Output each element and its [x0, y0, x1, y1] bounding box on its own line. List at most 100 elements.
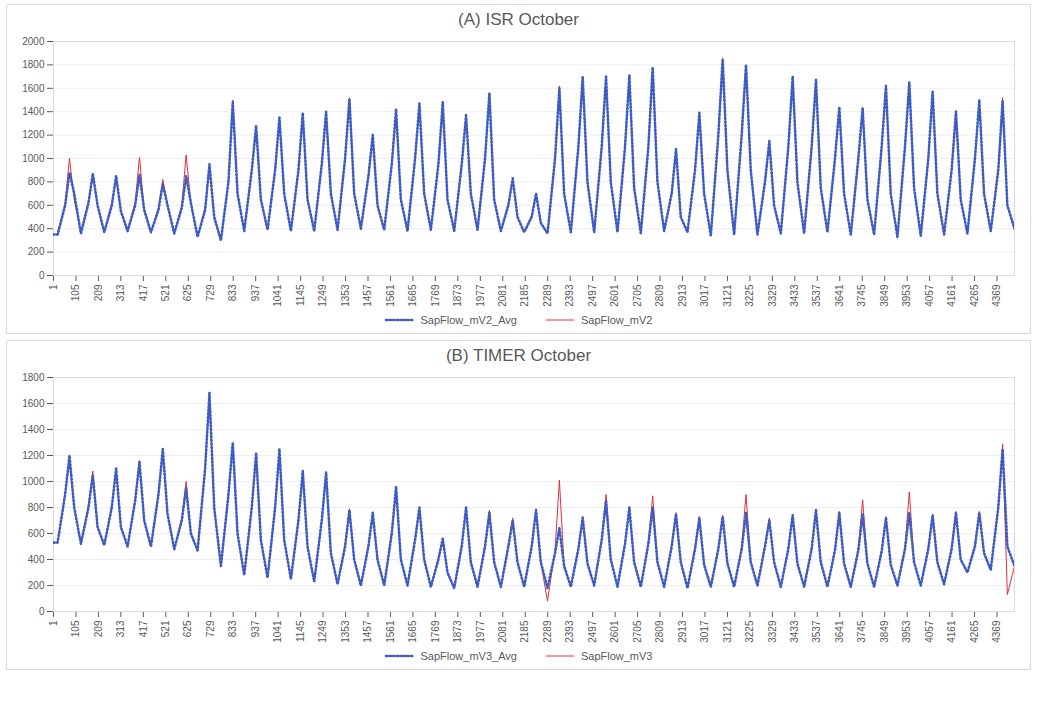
svg-text:0: 0: [39, 606, 45, 617]
svg-text:2000: 2000: [22, 36, 45, 47]
svg-text:2081: 2081: [497, 284, 508, 307]
svg-text:3329: 3329: [767, 284, 778, 307]
svg-text:2289: 2289: [542, 620, 553, 643]
svg-text:4161: 4161: [946, 284, 957, 307]
svg-text:1800: 1800: [22, 372, 45, 383]
svg-text:4369: 4369: [991, 284, 1002, 307]
svg-text:2081: 2081: [497, 620, 508, 643]
svg-text:2601: 2601: [609, 620, 620, 643]
svg-text:1977: 1977: [475, 284, 486, 307]
svg-text:2705: 2705: [632, 284, 643, 307]
svg-text:3745: 3745: [856, 620, 867, 643]
svg-text:1561: 1561: [385, 620, 396, 643]
svg-text:3433: 3433: [789, 284, 800, 307]
svg-text:937: 937: [250, 620, 261, 637]
svg-text:417: 417: [138, 620, 149, 637]
svg-text:3225: 3225: [744, 620, 755, 643]
svg-text:1400: 1400: [22, 106, 45, 117]
svg-text:1000: 1000: [22, 153, 45, 164]
svg-text:2913: 2913: [677, 284, 688, 307]
svg-text:1665: 1665: [407, 284, 418, 307]
svg-text:3017: 3017: [699, 620, 710, 643]
svg-text:1977: 1977: [475, 620, 486, 643]
svg-text:1000: 1000: [22, 476, 45, 487]
svg-text:200: 200: [28, 580, 45, 591]
svg-text:3953: 3953: [901, 620, 912, 643]
svg-text:2809: 2809: [654, 620, 665, 643]
svg-text:521: 521: [160, 284, 171, 301]
svg-text:2393: 2393: [564, 284, 575, 307]
svg-text:2601: 2601: [609, 284, 620, 307]
svg-text:1457: 1457: [362, 284, 373, 307]
svg-text:2289: 2289: [542, 284, 553, 307]
svg-text:3329: 3329: [767, 620, 778, 643]
svg-text:1561: 1561: [385, 284, 396, 307]
svg-text:105: 105: [70, 620, 81, 637]
svg-text:2185: 2185: [519, 284, 530, 307]
svg-text:2497: 2497: [587, 284, 598, 307]
svg-text:833: 833: [227, 284, 238, 301]
svg-text:400: 400: [28, 554, 45, 565]
svg-text:800: 800: [28, 502, 45, 513]
svg-text:417: 417: [138, 284, 149, 301]
svg-text:833: 833: [227, 620, 238, 637]
svg-text:2185: 2185: [519, 620, 530, 643]
svg-text:200: 200: [28, 246, 45, 257]
svg-text:625: 625: [182, 620, 193, 637]
svg-text:0: 0: [39, 270, 45, 281]
svg-text:3641: 3641: [834, 620, 845, 643]
svg-text:729: 729: [205, 620, 216, 637]
svg-text:1873: 1873: [452, 620, 463, 643]
svg-text:1665: 1665: [407, 620, 418, 643]
svg-text:4057: 4057: [924, 284, 935, 307]
svg-text:1769: 1769: [430, 620, 441, 643]
svg-text:1600: 1600: [22, 83, 45, 94]
svg-text:3017: 3017: [699, 284, 710, 307]
svg-text:313: 313: [115, 284, 126, 301]
svg-text:1353: 1353: [340, 620, 351, 643]
svg-text:521: 521: [160, 620, 171, 637]
svg-text:4265: 4265: [969, 620, 980, 643]
svg-text:1200: 1200: [22, 450, 45, 461]
svg-text:1457: 1457: [362, 620, 373, 643]
svg-text:1769: 1769: [430, 284, 441, 307]
svg-text:4057: 4057: [924, 620, 935, 643]
svg-text:2913: 2913: [677, 620, 688, 643]
svg-text:937: 937: [250, 284, 261, 301]
svg-text:3433: 3433: [789, 620, 800, 643]
svg-text:4369: 4369: [991, 620, 1002, 643]
svg-text:3121: 3121: [722, 620, 733, 643]
svg-text:313: 313: [115, 620, 126, 637]
svg-text:4161: 4161: [946, 620, 957, 643]
svg-text:1200: 1200: [22, 129, 45, 140]
svg-text:209: 209: [93, 284, 104, 301]
svg-text:105: 105: [70, 284, 81, 301]
svg-text:3849: 3849: [879, 284, 890, 307]
svg-text:4265: 4265: [969, 284, 980, 307]
svg-text:3121: 3121: [722, 284, 733, 307]
svg-text:600: 600: [28, 528, 45, 539]
svg-text:3537: 3537: [811, 620, 822, 643]
svg-text:1041: 1041: [272, 284, 283, 307]
svg-text:2809: 2809: [654, 284, 665, 307]
svg-text:729: 729: [205, 284, 216, 301]
svg-text:2393: 2393: [564, 620, 575, 643]
svg-text:1: 1: [48, 620, 59, 626]
svg-text:400: 400: [28, 223, 45, 234]
svg-text:800: 800: [28, 176, 45, 187]
svg-text:1145: 1145: [295, 620, 306, 642]
svg-text:1249: 1249: [317, 620, 328, 643]
svg-text:1353: 1353: [340, 284, 351, 307]
svg-text:1041: 1041: [272, 620, 283, 643]
svg-text:1600: 1600: [22, 398, 45, 409]
svg-text:3953: 3953: [901, 284, 912, 307]
svg-text:1800: 1800: [22, 59, 45, 70]
svg-text:600: 600: [28, 200, 45, 211]
svg-text:1: 1: [48, 284, 59, 290]
svg-text:3849: 3849: [879, 620, 890, 643]
svg-text:3225: 3225: [744, 284, 755, 307]
svg-text:1400: 1400: [22, 424, 45, 435]
svg-text:1249: 1249: [317, 284, 328, 307]
svg-text:2705: 2705: [632, 620, 643, 643]
svg-text:3537: 3537: [811, 284, 822, 307]
